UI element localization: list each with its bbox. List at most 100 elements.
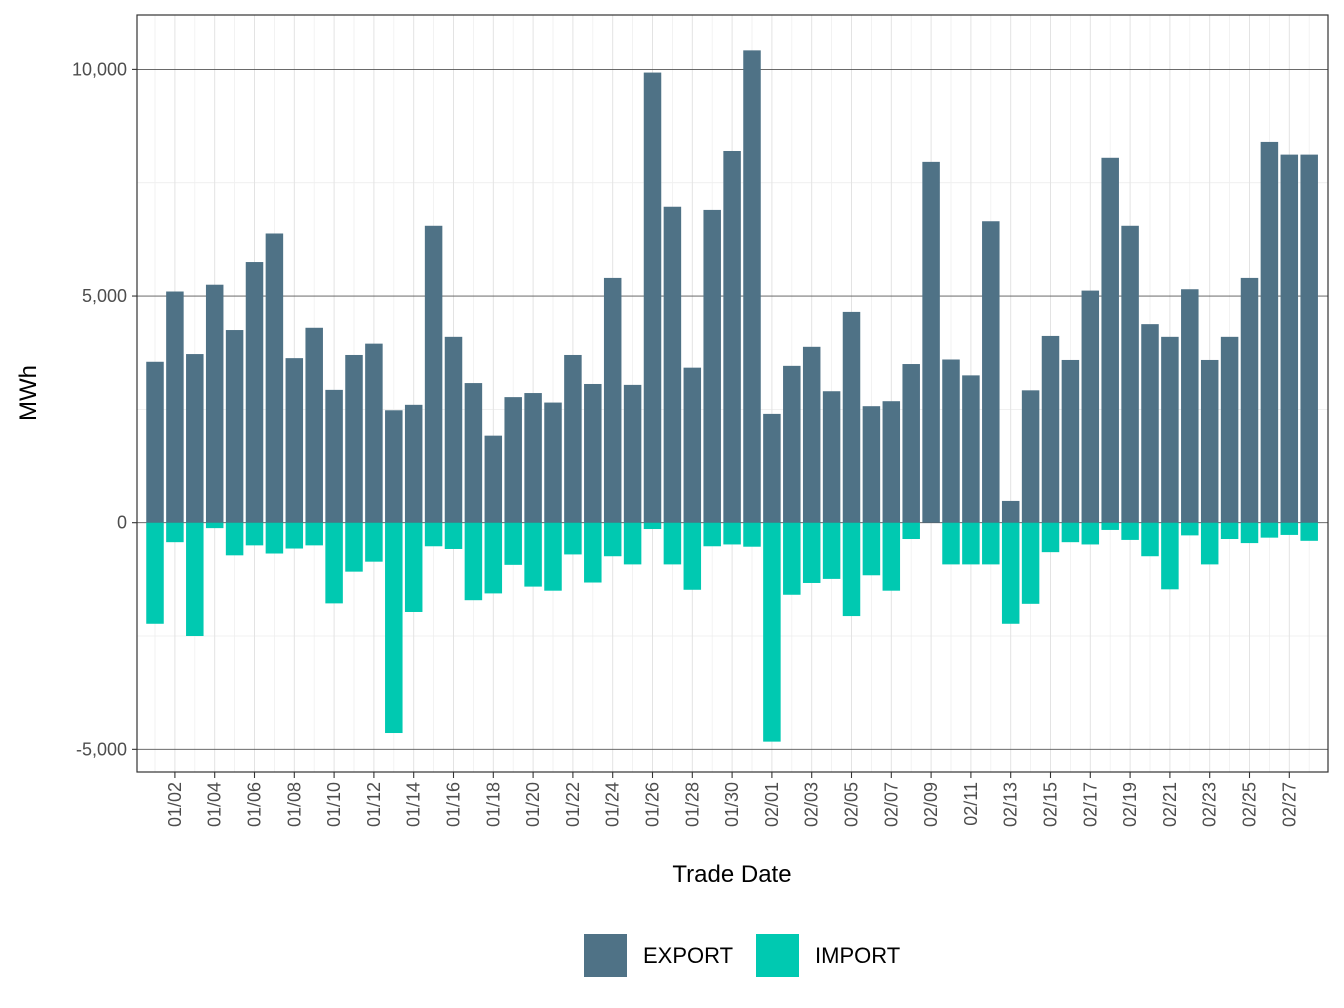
bar-import [643, 522, 662, 530]
bar-import [703, 522, 721, 547]
x-tick-label: 02/19 [1120, 782, 1140, 827]
bar-export [1161, 336, 1179, 523]
y-tick-label: 0 [117, 513, 127, 533]
bar-import [1181, 522, 1199, 536]
bar-export [1280, 154, 1299, 523]
x-tick-label: 02/09 [921, 782, 941, 827]
bar-import [882, 522, 901, 591]
bar-export [802, 346, 821, 523]
bar-import [1240, 522, 1259, 544]
series-import [146, 522, 1318, 742]
bar-export [564, 354, 582, 523]
x-tick-label: 02/21 [1160, 782, 1180, 827]
bar-export [285, 358, 304, 523]
x-tick-label: 02/17 [1080, 782, 1100, 827]
bar-export [265, 233, 284, 523]
bar-export [205, 284, 224, 523]
bar-import [186, 522, 204, 637]
bar-import [942, 522, 960, 565]
bar-import [822, 522, 841, 579]
x-tick-label: 01/08 [284, 782, 304, 827]
bar-import [962, 522, 980, 565]
bar-export [1021, 390, 1040, 523]
bar-export [444, 336, 463, 523]
bar-import [683, 522, 702, 590]
bar-export [186, 354, 204, 523]
bar-import [1161, 522, 1179, 590]
bar-import [325, 522, 343, 604]
bar-import [902, 522, 920, 540]
bar-export [962, 375, 980, 523]
series-export [146, 50, 1318, 523]
bar-import [1280, 522, 1299, 535]
x-tick-label: 01/12 [364, 782, 384, 827]
bar-import [723, 522, 741, 545]
bar-export [1260, 141, 1279, 523]
bar-export [1300, 154, 1318, 523]
bar-import [663, 522, 682, 565]
bar-import [1260, 522, 1279, 538]
bar-export [942, 359, 960, 523]
bar-export [1061, 359, 1080, 523]
x-tick-label: 01/02 [165, 782, 185, 827]
bar-export [623, 384, 642, 523]
x-tick-label: 02/05 [842, 782, 862, 827]
bar-import [1001, 522, 1020, 624]
bar-import [763, 522, 781, 742]
x-tick-label: 02/01 [762, 782, 782, 827]
x-tick-label: 02/25 [1240, 782, 1260, 827]
x-tick-label: 01/20 [523, 782, 543, 827]
bar-export [603, 277, 622, 523]
bar-import [166, 522, 184, 543]
bar-export [325, 389, 343, 523]
bar-import [842, 522, 861, 617]
bar-import [544, 522, 562, 591]
x-axis: 01/02 01/04 01/06 01/08 01/10 01/12 01/14 01/16… [165, 772, 1299, 827]
x-tick-label: 02/15 [1041, 782, 1061, 827]
bar-export [524, 393, 542, 523]
bar-export [146, 361, 164, 523]
bar-export [862, 406, 881, 523]
x-tick-label: 02/23 [1200, 782, 1220, 827]
x-tick-label: 01/24 [603, 782, 623, 827]
bar-export [424, 225, 443, 523]
x-tick-label: 02/11 [961, 782, 981, 826]
bar-import [464, 522, 483, 601]
bar-export [305, 327, 323, 523]
bar-import [603, 522, 622, 557]
bar-export [544, 402, 562, 523]
x-tick-label: 01/04 [205, 782, 225, 827]
bar-export [1041, 335, 1060, 523]
bar-import [1121, 522, 1139, 540]
bar-export [484, 435, 503, 523]
bar-import [564, 522, 582, 555]
bar-export [385, 410, 403, 523]
bar-export [1200, 359, 1219, 523]
bar-export [902, 364, 920, 523]
legend-label-import: IMPORT [815, 943, 900, 968]
bar-import [245, 522, 264, 546]
bar-export [365, 343, 383, 523]
legend-label-export: EXPORT [643, 943, 733, 968]
bar-export [225, 330, 244, 523]
bar-import [1220, 522, 1239, 540]
y-tick-label: 5,000 [82, 286, 127, 306]
bar-import [584, 522, 602, 583]
x-tick-label: 01/14 [404, 782, 424, 827]
legend: EXPORT IMPORT [584, 934, 900, 977]
bar-import [802, 522, 821, 583]
bar-export [982, 221, 1000, 523]
bar-export [345, 354, 363, 523]
bar-export [922, 161, 940, 523]
bar-import [444, 522, 463, 549]
bar-export [1240, 277, 1259, 523]
bar-export [504, 397, 522, 523]
bar-export [822, 391, 841, 523]
bar-export [663, 206, 682, 523]
bar-export [783, 365, 801, 523]
bar-import [524, 522, 542, 587]
x-axis-title: Trade Date [672, 861, 791, 888]
bar-import [484, 522, 503, 594]
bar-import [365, 522, 383, 562]
